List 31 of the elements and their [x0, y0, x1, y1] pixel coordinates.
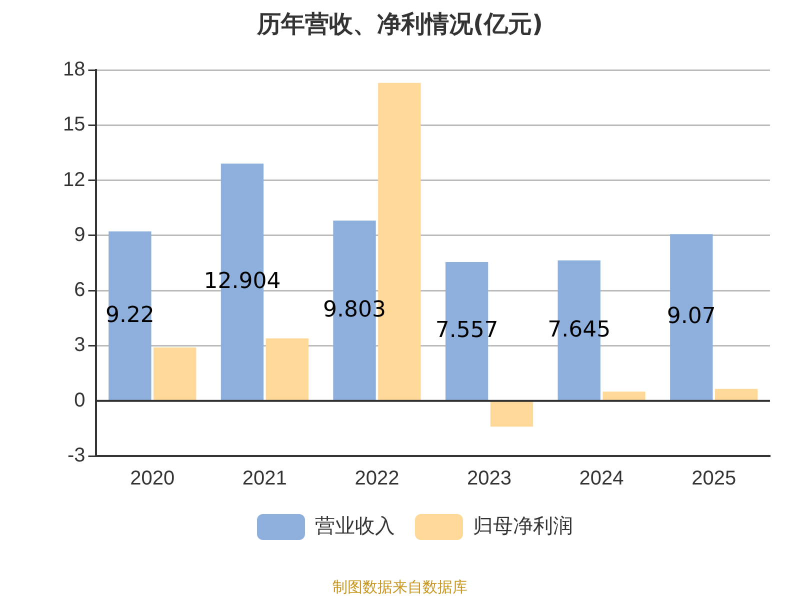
- chart-title: 历年营收、净利情况(亿元): [256, 9, 544, 40]
- data-label: 9.22: [105, 302, 154, 328]
- x-tick-label: 2022: [354, 468, 400, 490]
- x-tick-label: 2024: [579, 468, 624, 490]
- bar: [670, 234, 713, 401]
- y-tick-label: 9: [74, 224, 86, 246]
- y-tick-label: 15: [62, 114, 86, 136]
- text: 制图数据来自数据库: [332, 578, 468, 597]
- data-label: 9.07: [666, 304, 716, 330]
- bar: [266, 338, 308, 401]
- data-label: 9.803: [323, 297, 386, 322]
- x-tick-label: 2020: [130, 468, 175, 490]
- data-label: 7.645: [548, 317, 611, 342]
- x-tick-label: 2025: [692, 468, 736, 490]
- bar: [490, 400, 534, 427]
- x-tick-label: 2023: [467, 468, 512, 490]
- y-tick-label: -3: [67, 444, 86, 467]
- data-label: 12.904: [204, 268, 281, 294]
- y-tick-label: 6: [74, 279, 86, 302]
- y-tick-label: 18: [62, 58, 86, 81]
- bar: [714, 388, 758, 401]
- y-tick-label: 3: [74, 334, 86, 356]
- bar: [602, 392, 646, 401]
- y-tick-label: 12: [62, 168, 86, 191]
- legend-label: 归母净利润: [473, 516, 573, 538]
- legend-label: 营业收入: [315, 516, 395, 538]
- x-tick-label: 2021: [242, 468, 287, 490]
- bar: [154, 348, 196, 401]
- y-tick-label: 0: [74, 389, 86, 412]
- bar: [108, 231, 152, 401]
- data-label: 7.557: [435, 318, 498, 344]
